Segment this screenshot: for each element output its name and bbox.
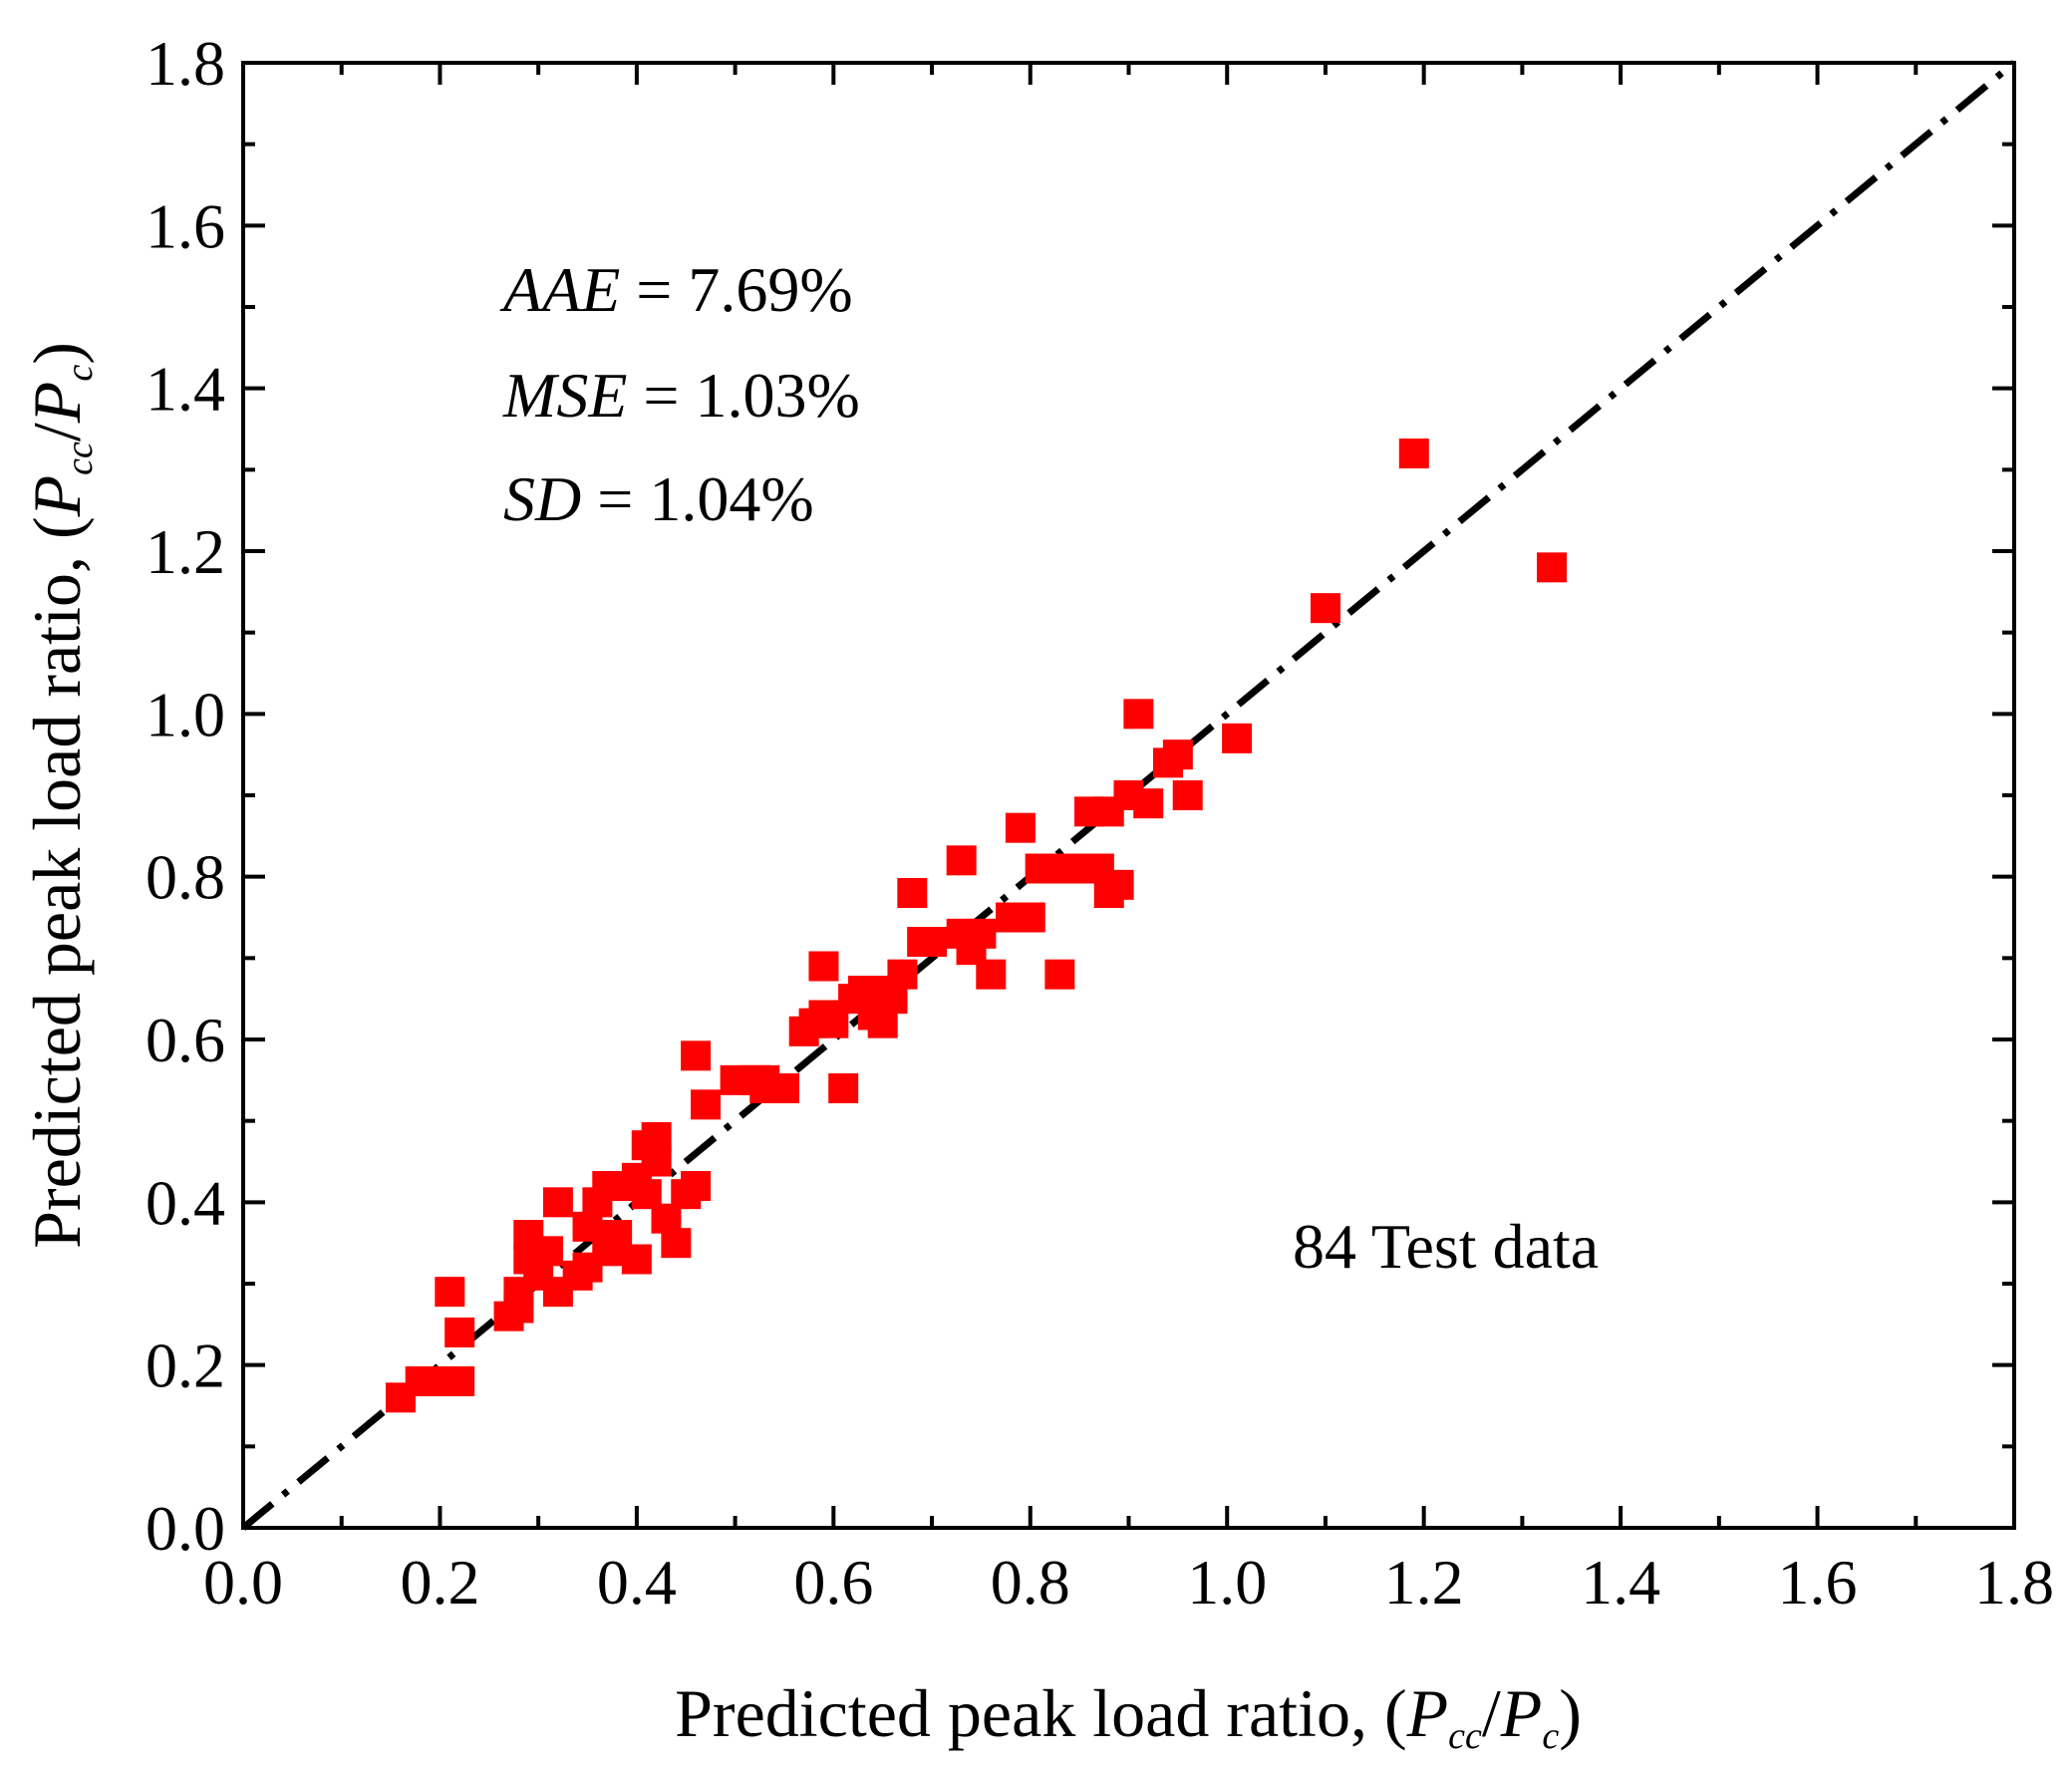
data-point [966, 918, 997, 949]
x-tick-label: 1.8 [1974, 1547, 2054, 1618]
data-point [621, 1244, 652, 1275]
data-point [1123, 699, 1154, 730]
data-point [808, 951, 839, 982]
data-point [631, 1179, 662, 1210]
data-point [444, 1366, 475, 1396]
data-point [1162, 739, 1193, 770]
data-point [1537, 552, 1568, 583]
data-point [1310, 593, 1340, 624]
data-point [444, 1318, 475, 1347]
data-point [1172, 780, 1203, 810]
data-point [946, 845, 977, 876]
data-point [1044, 959, 1075, 990]
data-point [661, 1228, 692, 1259]
data-point [523, 1260, 554, 1291]
y-tick-label: 1.2 [146, 516, 225, 587]
x-tick-label: 1.2 [1384, 1547, 1464, 1618]
data-point [681, 1171, 712, 1201]
x-tick-label: 0.6 [793, 1547, 873, 1618]
y-tick-label: 0.6 [146, 1005, 225, 1075]
x-tick-label: 1.6 [1778, 1547, 1858, 1618]
stat-sd: SD = 1.04% [503, 463, 814, 534]
data-point [435, 1277, 465, 1308]
y-tick-label: 0.4 [146, 1167, 225, 1238]
y-tick-label: 1.6 [146, 190, 225, 261]
data-point [405, 1366, 436, 1396]
data-point [897, 878, 928, 908]
stat-mse: MSE = 1.03% [502, 360, 860, 431]
x-tick-label: 0.0 [203, 1547, 283, 1618]
axis-ticks [241, 61, 2016, 1530]
data-point [641, 1122, 672, 1152]
x-tick-label: 1.4 [1581, 1547, 1660, 1618]
y-tick-label: 0.0 [146, 1493, 225, 1564]
x-tick-label: 0.2 [400, 1547, 479, 1618]
x-tick-label: 1.0 [1187, 1547, 1267, 1618]
y-tick-label: 0.8 [146, 842, 225, 913]
data-point [1133, 788, 1164, 819]
data-point [1103, 869, 1134, 900]
data-points [385, 439, 1568, 1413]
y-tick-label: 1.0 [146, 679, 225, 749]
data-point [1005, 812, 1036, 843]
data-point [828, 1073, 859, 1103]
data-point [542, 1187, 573, 1218]
data-point [838, 984, 869, 1015]
data-point [1398, 439, 1429, 468]
y-tick-label: 0.2 [146, 1330, 225, 1401]
x-tick-label: 0.8 [991, 1547, 1070, 1618]
data-point [749, 1073, 780, 1103]
axis-tick-labels: 0.0 0.2 0.4 0.6 0.8 1.0 1.2 1.4 1.6 1.8 0.0 0.2 0.4 0… [146, 28, 2054, 1618]
test-data-annotation: 84 Test data [1293, 1211, 1599, 1282]
stat-aae: AAE = 7.69% [499, 254, 853, 325]
x-tick-label: 0.4 [597, 1547, 677, 1618]
data-point [681, 1040, 712, 1071]
x-axis-title: Predicted peak load ratio, (Pcc/Pc) [675, 1675, 1582, 1757]
y-tick-label: 1.4 [146, 354, 225, 425]
data-point [976, 959, 1007, 990]
y-tick-label: 1.8 [146, 28, 225, 99]
data-point [690, 1089, 721, 1120]
y-axis-title: Predicted peak load ratio, (Pcc/Pc) [19, 342, 101, 1249]
data-point [917, 927, 948, 957]
data-point [1222, 723, 1253, 753]
data-point [887, 959, 918, 990]
data-point [1015, 902, 1045, 933]
